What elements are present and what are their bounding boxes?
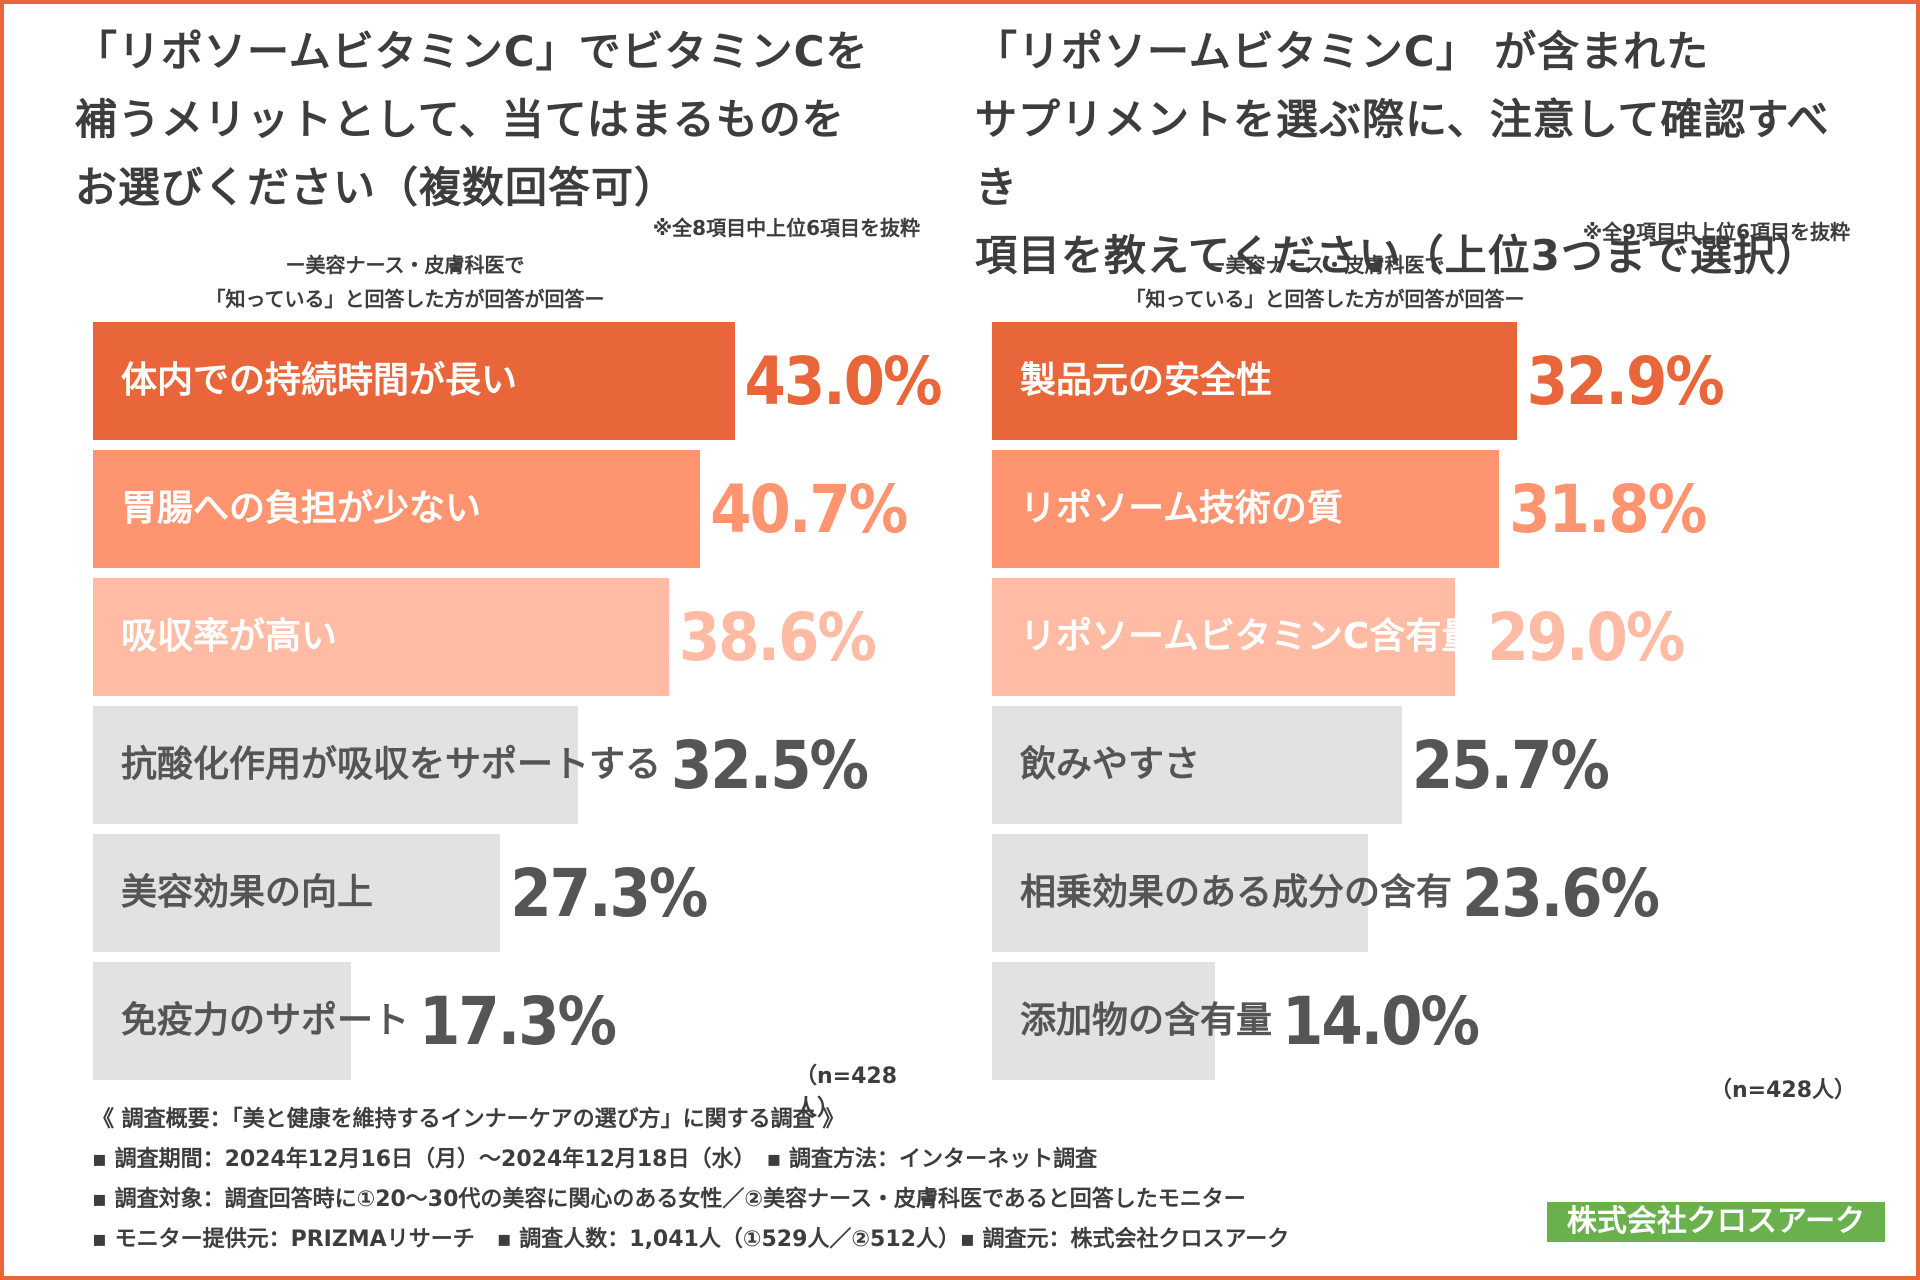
left-bar-value-3: 38.6% bbox=[678, 599, 877, 676]
left-bar-row-5: 美容効果の向上 27.3% bbox=[93, 834, 953, 952]
left-respondents-caption: ー美容ナース・皮膚科医で 「知っている」と回答した方が回答が回答ー bbox=[205, 253, 605, 311]
right-bar-4 bbox=[992, 706, 1402, 824]
left-bar-row-3: 吸収率が高い 38.6% bbox=[93, 578, 953, 696]
left-bar-value-5: 27.3% bbox=[510, 855, 708, 932]
left-bar-1 bbox=[93, 322, 735, 440]
right-respondents-caption: ー美容ナース・皮膚科医で 「知っている」と回答した方が回答が回答ー bbox=[1125, 253, 1525, 311]
survey-overview: 《 調査概要：「美と健康を維持するインナーケアの選び方」に関する調査 》 ▪ 調… bbox=[92, 1100, 1289, 1260]
right-bar-chart: 製品元の安全性 32.9% リポソーム技術の質 31.8% リポソームビタミンC含有量 2… bbox=[992, 322, 1852, 1082]
right-bar-3 bbox=[992, 578, 1455, 696]
right-chart-title: 「リポソームビタミンC」 が含まれた サプリメントを選ぶ際に、注意して確認すべき… bbox=[975, 27, 1830, 280]
right-bar-label-4: 飲みやすさ bbox=[1020, 744, 1201, 785]
left-bar-label-2: 胃腸への負担が少ない bbox=[121, 488, 482, 529]
left-chart-title: 「リポソームビタミンC」でビタミンCを 補うメリットとして、当てはまるものを お… bbox=[75, 27, 869, 212]
right-bar-label-6: 添加物の含有量 bbox=[1020, 1000, 1273, 1041]
left-bar-label-6: 免疫力のサポート bbox=[121, 1000, 410, 1041]
right-bar-value-1: 32.9% bbox=[1526, 343, 1725, 420]
right-bar-row-3: リポソームビタミンC含有量 29.0% bbox=[992, 578, 1852, 696]
right-bar-label-5: 相乗効果のある成分の含有 bbox=[1020, 872, 1453, 913]
right-bar-1 bbox=[992, 322, 1517, 440]
right-bar-row-6: 添加物の含有量 14.0% bbox=[992, 962, 1852, 1080]
right-bar-row-2: リポソーム技術の質 31.8% bbox=[992, 450, 1852, 568]
left-bar-label-1: 体内での持続時間が長い bbox=[121, 360, 518, 401]
right-bar-row-5: 相乗効果のある成分の含有 23.6% bbox=[992, 834, 1852, 952]
left-bar-chart: 体内での持続時間が長い 43.0% 胃腸への負担が少ない 40.7% 吸収率が高い 38.… bbox=[93, 322, 953, 1082]
left-bar-value-4: 32.5% bbox=[671, 727, 869, 804]
left-bar-value-1: 43.0% bbox=[744, 343, 943, 420]
left-bar-value-6: 17.3% bbox=[419, 983, 617, 1060]
left-bar-row-2: 胃腸への負担が少ない 40.7% bbox=[93, 450, 953, 568]
survey-heading: 《 調査概要：「美と健康を維持するインナーケアの選び方」に関する調査 》 bbox=[92, 1107, 845, 1132]
right-bar-5 bbox=[992, 834, 1369, 952]
survey-target: ▪ 調査対象：調査回答時に①20〜30代の美容に関心のある女性／②美容ナース・皮… bbox=[92, 1187, 1246, 1212]
right-bar-2 bbox=[992, 450, 1500, 568]
left-panel: 「リポソームビタミンC」でビタミンCを 補うメリットとして、当てはまるものを お… bbox=[75, 0, 943, 1121]
right-bar-6 bbox=[992, 962, 1216, 1080]
company-badge: 株式会社クロスアーク bbox=[1547, 1202, 1885, 1242]
survey-provider: ▪ モニター提供元：PRIZMAリサーチ ▪ 調査人数：1,041人（①529人… bbox=[92, 1227, 1290, 1252]
right-bar-value-5: 23.6% bbox=[1462, 855, 1660, 932]
left-bar-row-4: 抗酸化作用が吸収をサポートする 32.5% bbox=[93, 706, 953, 824]
left-chart-note: ※全8項目中上位6項目を抜粋 bbox=[652, 216, 920, 240]
right-bar-value-3: 29.0% bbox=[1487, 599, 1685, 676]
left-bar-label-4: 抗酸化作用が吸収をサポートする bbox=[121, 744, 662, 785]
left-bar-4 bbox=[93, 706, 578, 824]
left-bar-6 bbox=[93, 962, 352, 1080]
right-bar-value-4: 25.7% bbox=[1411, 727, 1610, 804]
left-bar-label-3: 吸収率が高い bbox=[121, 616, 338, 657]
left-bar-row-6: 免疫力のサポート 17.3% bbox=[93, 962, 953, 1080]
right-panel: 「リポソームビタミンC」 が含まれた サプリメントを選ぶ際に、注意して確認すべき… bbox=[975, 0, 1856, 1103]
right-bar-value-6: 14.0% bbox=[1282, 983, 1480, 1060]
survey-period: ▪ 調査期間：2024年12月16日（月）〜2024年12月18日（水） ▪ 調… bbox=[92, 1147, 1098, 1172]
right-bar-row-4: 飲みやすさ 25.7% bbox=[992, 706, 1852, 824]
right-bar-value-2: 31.8% bbox=[1509, 471, 1707, 548]
right-bar-label-3: リポソームビタミンC含有量 bbox=[1020, 616, 1478, 657]
left-bar-value-2: 40.7% bbox=[710, 471, 908, 548]
left-bar-5 bbox=[93, 834, 501, 952]
right-bar-row-1: 製品元の安全性 32.9% bbox=[992, 322, 1852, 440]
right-sample-size: （n=428人） bbox=[1710, 1078, 1857, 1103]
right-bar-label-1: 製品元の安全性 bbox=[1020, 360, 1273, 401]
left-bar-3 bbox=[93, 578, 669, 696]
left-bar-2 bbox=[93, 450, 701, 568]
right-chart-note: ※全9項目中上位6項目を抜粋 bbox=[1582, 220, 1850, 244]
right-bar-label-2: リポソーム技術の質 bbox=[1020, 488, 1343, 529]
left-bar-label-5: 美容効果の向上 bbox=[121, 872, 374, 913]
left-bar-row-1: 体内での持続時間が長い 43.0% bbox=[93, 322, 953, 440]
left-sample-size: （n=428人） bbox=[795, 1064, 898, 1121]
